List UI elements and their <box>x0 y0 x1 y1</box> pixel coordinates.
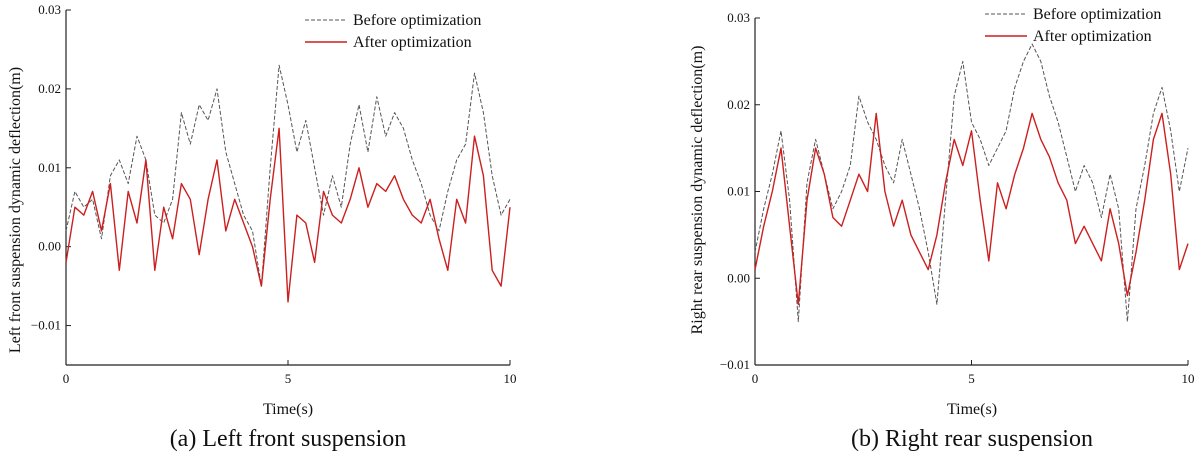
legend-label: After optimization <box>353 34 472 51</box>
y-tick-label: 0.03 <box>727 10 750 25</box>
series-group <box>754 43 1189 323</box>
legend-label: Before optimization <box>1033 6 1161 23</box>
x-tick-label: 0 <box>752 371 759 386</box>
y-tick-label: 0.00 <box>727 270 750 285</box>
legend: Before optimization After optimization <box>305 12 481 51</box>
axes: −0.01 0.00 0.01 0.02 0.03 0 5 10 <box>720 10 1195 386</box>
axes: −0.01 0.00 0.01 0.02 0.03 0 5 10 <box>31 2 517 386</box>
chart-left-front: −0.01 0.00 0.01 0.02 0.03 0 5 10 Before optimiz… <box>7 2 517 452</box>
y-axis-title: Right rear suspension dynamic deflection… <box>689 46 706 335</box>
series-after-line <box>65 127 511 303</box>
legend: Before optimization After optimization <box>985 6 1161 45</box>
x-tick-label: 5 <box>285 371 292 386</box>
x-tick-label: 5 <box>968 371 975 386</box>
y-tick-label: 0.03 <box>38 2 61 17</box>
legend-label: Before optimization <box>353 12 481 29</box>
x-tick-label: 10 <box>1182 371 1195 386</box>
legend-label: After optimization <box>1033 28 1152 45</box>
y-tick-label: −0.01 <box>720 357 750 372</box>
x-axis-title: Time(s) <box>947 401 997 418</box>
chart-right-rear: −0.01 0.00 0.01 0.02 0.03 0 5 10 Before optimiz… <box>689 6 1195 452</box>
x-tick-label: 0 <box>63 371 70 386</box>
y-tick-label: −0.01 <box>31 318 61 333</box>
series-before-line <box>754 43 1189 323</box>
y-tick-label: 0.00 <box>38 239 61 254</box>
y-tick-label: 0.02 <box>38 81 61 96</box>
x-tick-label: 10 <box>504 371 517 386</box>
series-after-line <box>754 112 1189 305</box>
y-axis-title: Left front suspension dynamic deflection… <box>7 67 24 353</box>
chart-caption: (a) Left front suspension <box>170 426 407 452</box>
y-tick-label: 0.02 <box>727 97 750 112</box>
chart-caption: (b) Right rear suspension <box>851 426 1093 452</box>
series-group <box>65 64 511 303</box>
x-axis-title: Time(s) <box>263 401 313 418</box>
y-tick-label: 0.01 <box>727 184 750 199</box>
y-tick-label: 0.01 <box>38 160 61 175</box>
